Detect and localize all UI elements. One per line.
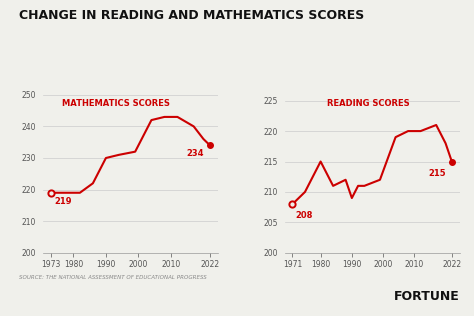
Text: 215: 215 bbox=[428, 169, 446, 178]
Text: FORTUNE: FORTUNE bbox=[394, 290, 460, 303]
Text: 208: 208 bbox=[296, 211, 313, 221]
Text: 219: 219 bbox=[54, 197, 72, 205]
Text: 234: 234 bbox=[186, 149, 203, 158]
Text: MATHEMATICS SCORES: MATHEMATICS SCORES bbox=[63, 99, 170, 108]
Text: CHANGE IN READING AND MATHEMATICS SCORES: CHANGE IN READING AND MATHEMATICS SCORES bbox=[19, 9, 364, 22]
Text: READING SCORES: READING SCORES bbox=[328, 99, 410, 108]
Text: SOURCE: THE NATIONAL ASSESSMENT OF EDUCATIONAL PROGRESS: SOURCE: THE NATIONAL ASSESSMENT OF EDUCA… bbox=[19, 275, 207, 280]
